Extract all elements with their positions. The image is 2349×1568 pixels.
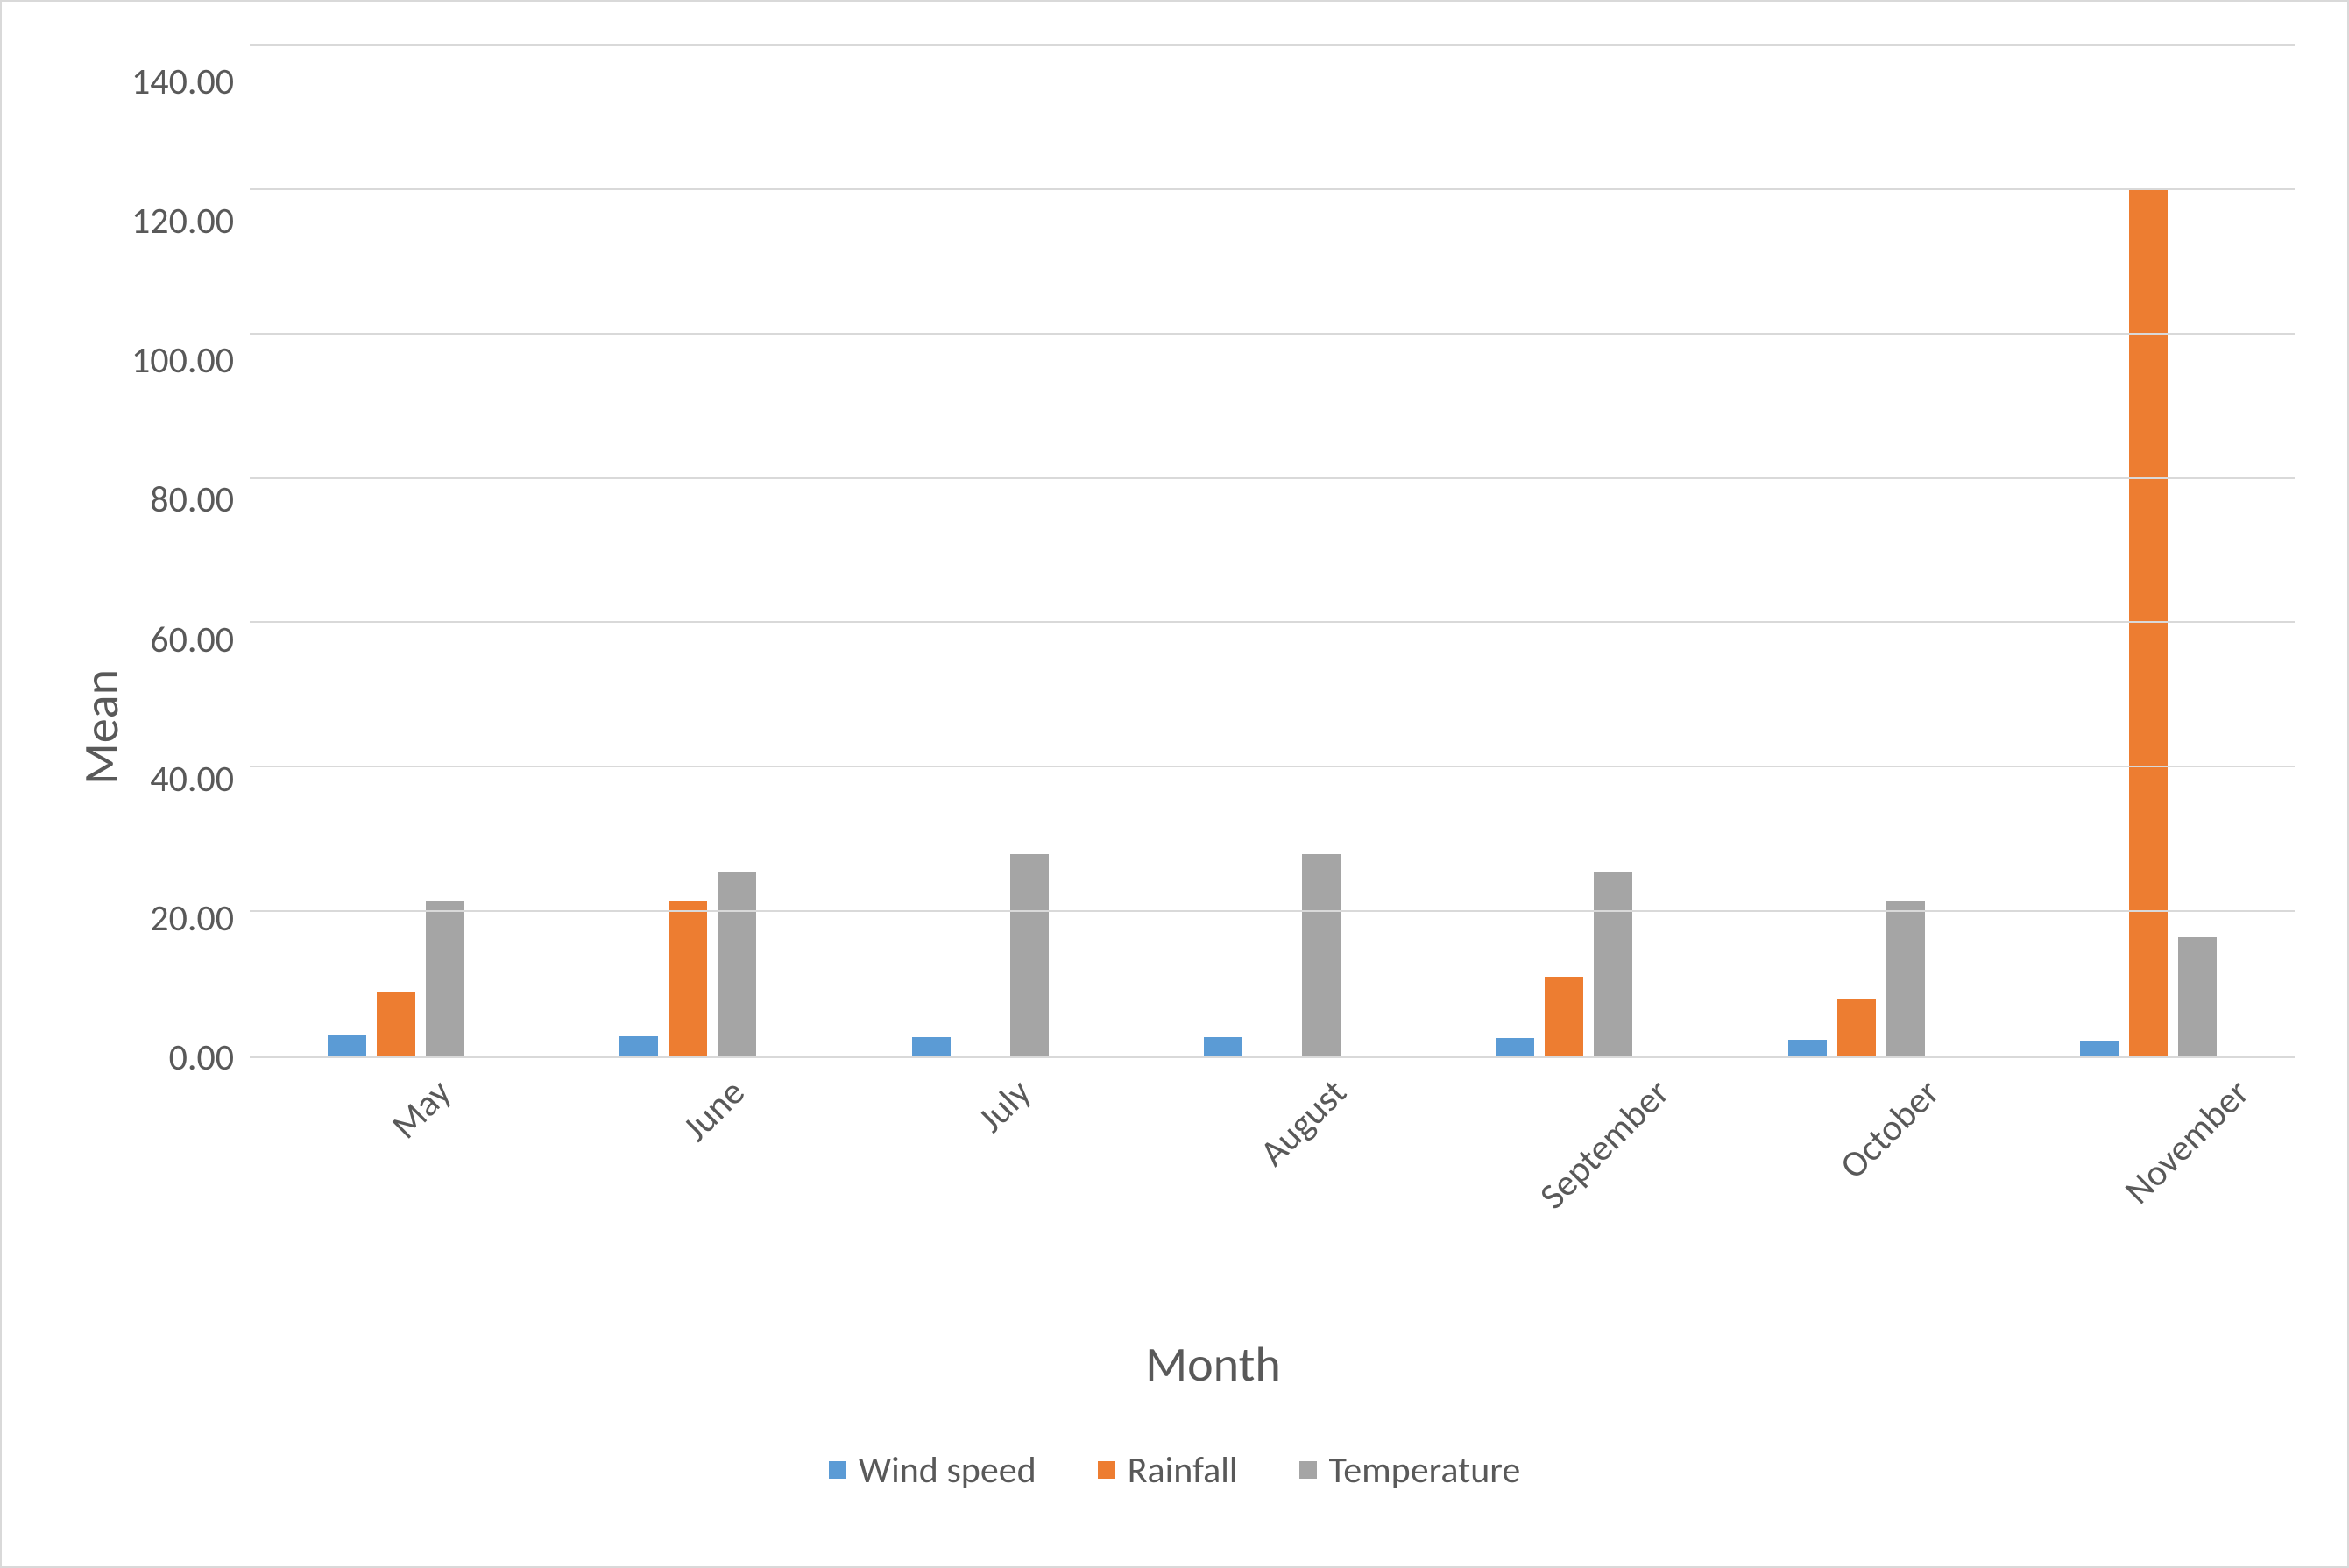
bar: [1788, 1040, 1827, 1056]
bar: [1204, 1037, 1242, 1056]
bar: [718, 872, 756, 1056]
x-tick: August: [1126, 1058, 1418, 1321]
bar: [2080, 1041, 2119, 1056]
y-tick: 60.00: [131, 622, 234, 659]
bar: [619, 1036, 658, 1056]
legend-item: Wind speed: [829, 1448, 1037, 1493]
legend-swatch: [1098, 1461, 1115, 1479]
bar: [1594, 872, 1632, 1056]
category-group: [250, 46, 541, 1056]
category-group: [1419, 46, 1710, 1056]
y-tick: 100.00: [131, 343, 234, 379]
gridline: [250, 44, 2295, 46]
legend-label: Rainfall: [1128, 1448, 1238, 1493]
x-tick: June: [541, 1058, 833, 1321]
bar: [1545, 977, 1583, 1056]
legend-item: Temperature: [1299, 1448, 1521, 1493]
x-tick: November: [2003, 1058, 2295, 1321]
bars-layer: [250, 46, 2295, 1056]
y-axis-title: Mean: [54, 46, 131, 1409]
bar: [912, 1037, 951, 1056]
gridline: [250, 621, 2295, 623]
x-axis-title: Month: [131, 1321, 2295, 1409]
x-tick: October: [1710, 1058, 2002, 1321]
bar: [1302, 854, 1341, 1056]
bar: [328, 1035, 366, 1056]
legend: Wind speed Rainfall Temperature: [54, 1409, 2295, 1531]
plot-column: 0.00 20.00 40.00 60.00 80.00 100.00 120.00 140.…: [131, 46, 2295, 1409]
y-tick: 20.00: [131, 901, 234, 937]
x-tick: July: [834, 1058, 1126, 1321]
plot-row: 0.0020.0040.0060.0080.00100.00120.00140.…: [131, 46, 2295, 1058]
gridline: [250, 910, 2295, 912]
category-group: [1126, 46, 1418, 1056]
y-tick: 80.00: [131, 482, 234, 519]
bar: [426, 901, 464, 1056]
bar: [377, 992, 415, 1056]
category-group: [834, 46, 1126, 1056]
bar: [669, 901, 707, 1056]
legend-swatch: [829, 1461, 846, 1479]
x-tick: May: [250, 1058, 541, 1321]
legend-item: Rainfall: [1098, 1448, 1238, 1493]
category-group: [1710, 46, 2002, 1056]
legend-label: Wind speed: [859, 1448, 1037, 1493]
legend-swatch: [1299, 1461, 1317, 1479]
bar: [1010, 854, 1049, 1056]
gridline: [250, 333, 2295, 335]
legend-label: Temperature: [1329, 1448, 1521, 1493]
x-axis-ticks-row: MayJuneJulyAugustSeptemberOctoberNovembe…: [131, 1058, 2295, 1321]
x-tick: September: [1419, 1058, 1710, 1321]
category-group: [2003, 46, 2295, 1056]
chart-body: Mean 0.00 20.00 40.00 60.00 80.00 100.00 120.0…: [54, 46, 2295, 1409]
bar: [2178, 937, 2217, 1056]
y-tick: 40.00: [131, 761, 234, 798]
y-axis-ticks: 0.0020.0040.0060.0080.00100.00120.00140.…: [131, 46, 250, 1058]
bar: [1886, 901, 1925, 1056]
bar: [1496, 1038, 1534, 1056]
gridline: [250, 477, 2295, 479]
spacer: [131, 1058, 250, 1321]
x-axis-ticks: MayJuneJulyAugustSeptemberOctoberNovembe…: [250, 1058, 2295, 1321]
plot-area: [250, 46, 2295, 1058]
y-tick: 120.00: [131, 203, 234, 240]
bar: [1837, 999, 1876, 1056]
y-tick: 140.00: [131, 64, 234, 101]
y-tick: 0.00: [131, 1040, 234, 1077]
category-group: [541, 46, 833, 1056]
gridline: [250, 188, 2295, 190]
chart-frame: Mean 0.00 20.00 40.00 60.00 80.00 100.00 120.0…: [0, 0, 2349, 1568]
gridline: [250, 766, 2295, 767]
